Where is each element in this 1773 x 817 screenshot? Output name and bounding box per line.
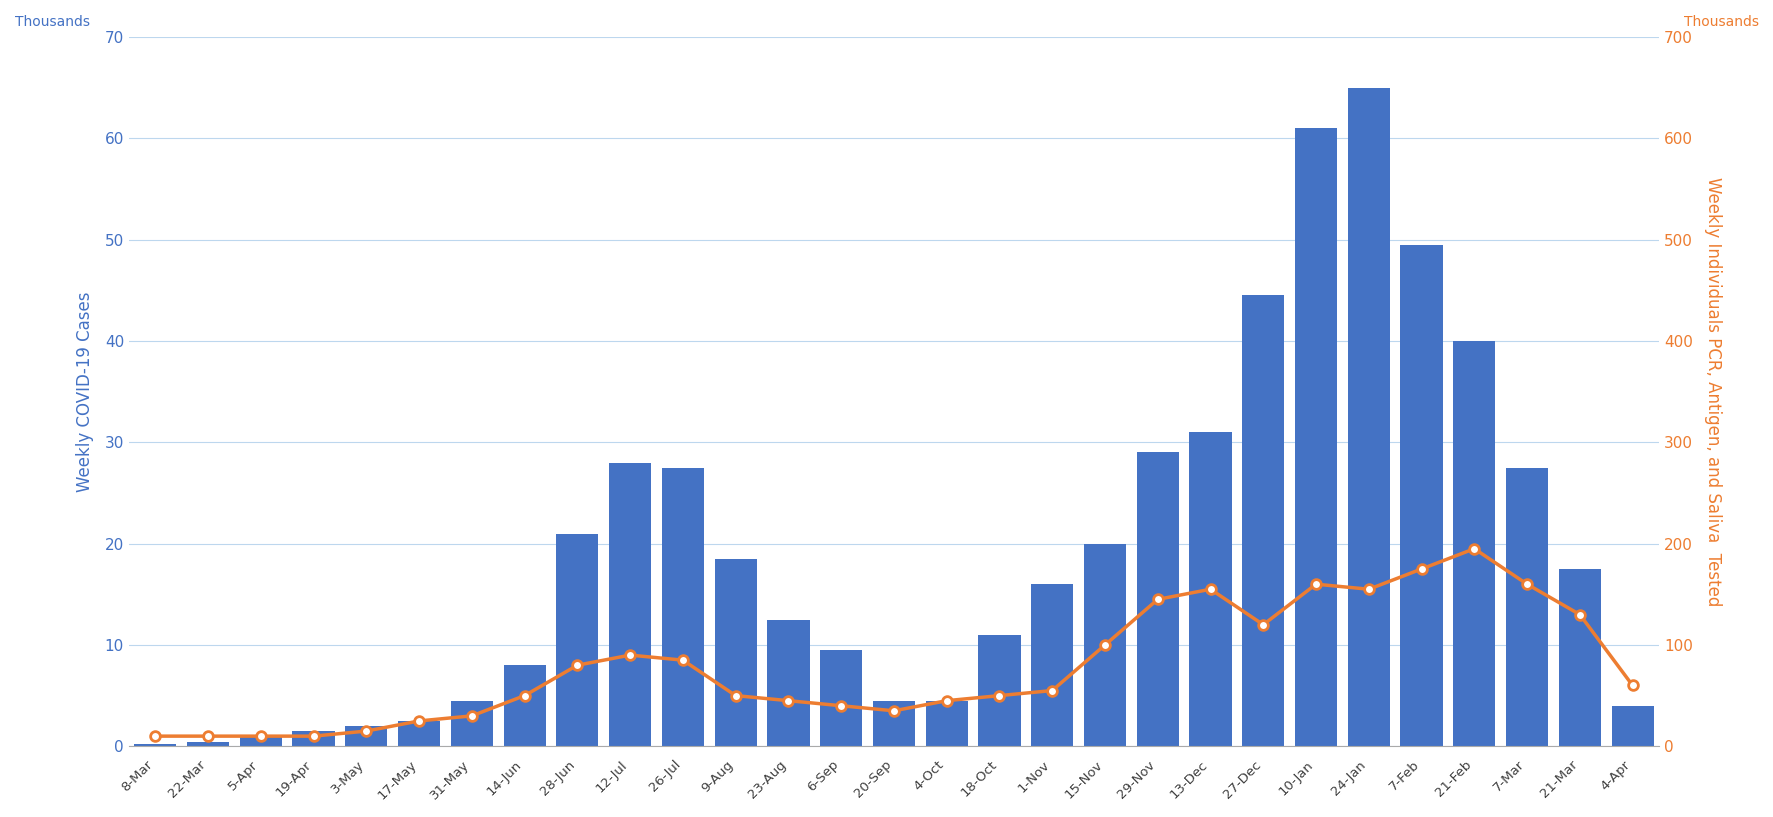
- Bar: [819, 650, 862, 746]
- Bar: [135, 744, 176, 746]
- Bar: [1188, 432, 1230, 746]
- Bar: [293, 731, 335, 746]
- Bar: [1241, 296, 1284, 746]
- Bar: [1558, 569, 1599, 746]
- Bar: [1347, 87, 1388, 746]
- Bar: [450, 701, 493, 746]
- Bar: [926, 701, 968, 746]
- Bar: [1505, 467, 1548, 746]
- Text: Thousands: Thousands: [14, 15, 90, 29]
- Bar: [1294, 128, 1337, 746]
- Bar: [1610, 706, 1652, 746]
- Bar: [1030, 584, 1073, 746]
- Bar: [608, 462, 651, 746]
- Text: Thousands: Thousands: [1683, 15, 1759, 29]
- Bar: [1399, 245, 1441, 746]
- Bar: [1452, 341, 1495, 746]
- Bar: [872, 701, 915, 746]
- Bar: [346, 726, 387, 746]
- Bar: [186, 742, 229, 746]
- Y-axis label: Weekly COVID-19 Cases: Weekly COVID-19 Cases: [76, 292, 94, 492]
- Bar: [1136, 453, 1179, 746]
- Bar: [397, 721, 440, 746]
- Bar: [504, 665, 546, 746]
- Bar: [661, 467, 704, 746]
- Bar: [979, 635, 1019, 746]
- Bar: [557, 534, 598, 746]
- Y-axis label: Weekly Individuals PCR, Antigen, and Saliva  Tested: Weekly Individuals PCR, Antigen, and Sal…: [1704, 177, 1722, 606]
- Bar: [239, 736, 282, 746]
- Bar: [768, 619, 808, 746]
- Bar: [1083, 543, 1126, 746]
- Bar: [715, 559, 757, 746]
